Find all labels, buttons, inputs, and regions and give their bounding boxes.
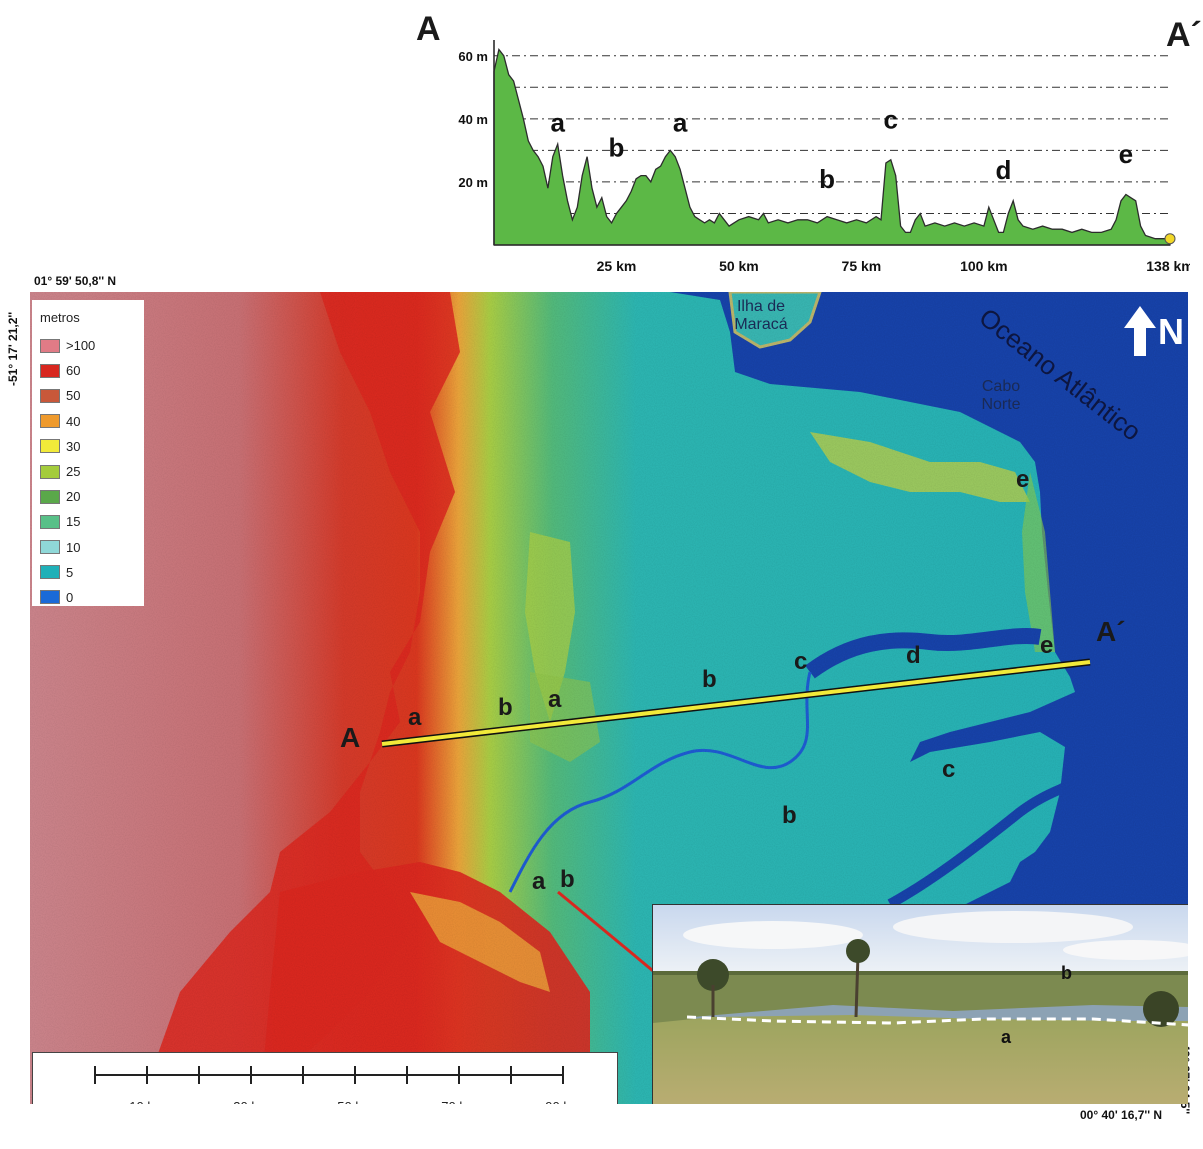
map-unit-d: d: [906, 642, 921, 669]
profile-x-tick-label: 50 km: [719, 258, 759, 274]
profile-end-label: A´: [1166, 16, 1202, 54]
profile-area: [493, 48, 1171, 246]
cape-label: Cabo Norte: [981, 378, 1021, 413]
legend-label: 40: [66, 413, 81, 429]
profile-x-tick-label: 25 km: [597, 258, 637, 274]
legend-title: metros: [40, 310, 80, 325]
legend-item: 30: [40, 434, 144, 459]
map-unit-c-1: c: [794, 648, 808, 675]
profile-unit-label: a: [673, 107, 688, 137]
legend-label: 5: [66, 564, 74, 580]
field-photo: b a: [652, 904, 1188, 1104]
legend-item: 10: [40, 535, 144, 560]
profile-x-tick-label: 100 km: [960, 258, 1007, 274]
legend-label: >100: [66, 338, 96, 354]
profile-y-tick-label: 40 m: [458, 112, 488, 127]
north-label: N: [1158, 311, 1184, 352]
legend-swatch: [40, 414, 60, 429]
legend-swatch: [40, 363, 60, 378]
profile-grid: [494, 55, 1170, 214]
scale-bar-ruler: [94, 1066, 564, 1084]
map-unit-c-2: c: [942, 756, 956, 783]
map-unit-a-2: a: [548, 686, 562, 713]
legend-item: 15: [40, 509, 144, 534]
legend-item: 40: [40, 409, 144, 434]
profile-x-tick-label: 75 km: [842, 258, 882, 274]
elevation-map: metros >100 60 50 40 30 25 20 15 10 5 0 N Ilha de …: [30, 292, 1188, 1104]
photo-landscape: [653, 905, 1188, 1104]
profile-unit-label: b: [609, 133, 625, 163]
legend-swatch: [40, 590, 60, 605]
map-unit-a-1: a: [408, 704, 422, 731]
legend-swatch: [40, 439, 60, 454]
coord-left-side: -51° 17' 21,2'': [6, 311, 20, 386]
elevation-legend: metros >100 60 50 40 30 25 20 15 10 5 0: [32, 300, 144, 606]
section-end-label: A´: [1096, 616, 1126, 647]
profile-unit-label: a: [550, 107, 565, 137]
legend-swatch: [40, 489, 60, 504]
legend-label: 30: [66, 438, 81, 454]
legend-swatch: [40, 338, 60, 353]
profile-x-tick-label: 138 km: [1146, 258, 1190, 274]
scale-label: 90 km: [545, 1099, 580, 1104]
map-unit-b-2: b: [702, 666, 717, 693]
scale-label: 30 km: [233, 1099, 268, 1104]
profile-unit-label: c: [884, 104, 898, 134]
legend-label: 10: [66, 539, 81, 555]
legend-swatch: [40, 540, 60, 555]
scale-bar: 10 km 30 km 50 km 70 km 90 km: [32, 1052, 618, 1104]
north-arrow: N: [1122, 302, 1188, 360]
legend-item: 25: [40, 459, 144, 484]
section-start-label: A: [340, 722, 361, 753]
coord-bottom-right: 00° 40' 16,7'' N: [1080, 1108, 1163, 1122]
legend-label: 25: [66, 464, 81, 480]
legend-swatch: [40, 565, 60, 580]
profile-y-tick-label: 60 m: [458, 49, 488, 64]
photo-label-b: b: [1061, 963, 1072, 983]
photo-label-a: a: [1001, 1027, 1012, 1047]
map-unit-b-3: b: [782, 802, 797, 829]
legend-label: 60: [66, 363, 81, 379]
map-unit-e-1: e: [1040, 632, 1054, 659]
profile-unit-label: e: [1119, 139, 1133, 169]
legend-swatch: [40, 464, 60, 479]
legend-item: 50: [40, 383, 144, 408]
legend-item: 0: [40, 585, 144, 610]
north-arrow-icon: [1124, 306, 1156, 356]
scale-label: 50 km: [337, 1099, 372, 1104]
scale-label: 10 km: [129, 1099, 164, 1104]
island-label: Ilha de Maracá: [734, 298, 788, 333]
profile-unit-label: b: [819, 164, 835, 194]
scale-label: 70 km: [441, 1099, 476, 1104]
map-relief: [30, 292, 1188, 1104]
profile-end-marker: [1164, 233, 1176, 245]
section-line: [381, 660, 1091, 746]
legend-item: 20: [40, 484, 144, 509]
legend-swatch: [40, 388, 60, 403]
map-unit-e-2: e: [1016, 466, 1030, 493]
legend-label: 20: [66, 489, 81, 505]
profile-y-tick-label: 20 m: [458, 175, 488, 190]
elevation-profile-chart: 20 m 40 m 60 m 25 km 50 km 75 km 100 km 138 km…: [458, 40, 1190, 274]
profile-unit-label: d: [996, 155, 1012, 185]
legend-item: 5: [40, 560, 144, 585]
map-unit-b-1: b: [498, 694, 513, 721]
legend-label: 50: [66, 388, 81, 404]
coord-top-left: 01° 59' 50,8'' N: [34, 274, 117, 288]
map-unit-a-3: a: [532, 868, 546, 895]
map-unit-b-4: b: [560, 866, 575, 893]
profile-start-label: A: [416, 10, 441, 48]
legend-label: 0: [66, 589, 74, 605]
legend-item: >100: [40, 333, 144, 358]
legend-label: 15: [66, 514, 81, 530]
legend-swatch: [40, 514, 60, 529]
legend-item: 60: [40, 358, 144, 383]
